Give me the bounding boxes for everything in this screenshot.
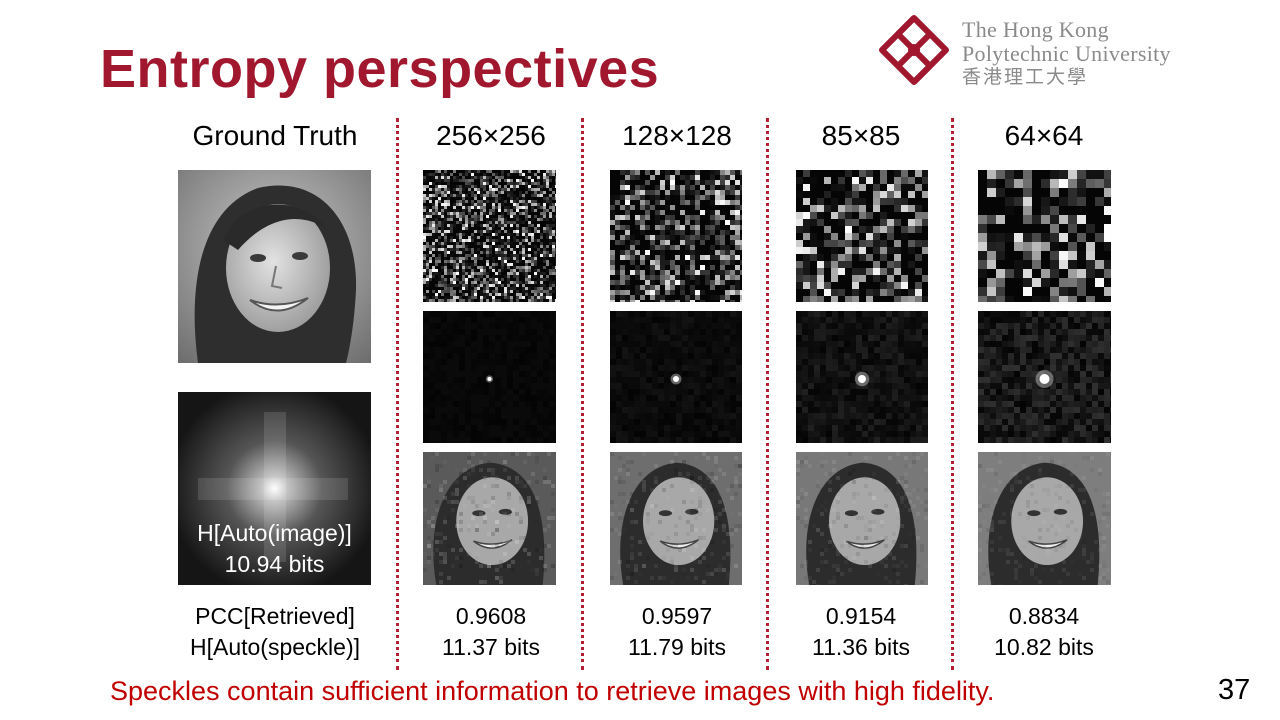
column-header-64: 64×64 (1004, 120, 1084, 151)
auto-image-label: H[Auto(image)] (197, 520, 352, 546)
ground-truth-header: Ground Truth (192, 120, 358, 151)
pcc-value: 0.9154 (825, 603, 897, 629)
column-header-128: 128×128 (622, 120, 732, 151)
retrieved-image-64 (978, 452, 1111, 585)
ground-truth-autocorrelation-image (178, 392, 371, 585)
speckle-pattern-256 (423, 170, 556, 302)
column-header-85: 85×85 (821, 120, 901, 151)
speckle-autocorrelation-128 (610, 311, 742, 443)
university-name-line1: The Hong Kong (962, 17, 1109, 42)
pcc-value: 0.9597 (641, 603, 713, 629)
speckle-autocorrelation-85 (796, 311, 928, 443)
footer-note: Speckles contain sufficient information … (110, 676, 995, 706)
entropy-value: 10.82 bits (994, 634, 1094, 660)
auto-image-caption: H[Auto(image)] 10.94 bits (178, 518, 371, 580)
stats-256: 0.9608 11.37 bits (410, 601, 572, 663)
column-divider (766, 118, 769, 670)
speckle-pattern-64 (978, 170, 1111, 302)
entropy-row-label: H[Auto(speckle)] (189, 634, 360, 660)
pcc-row-label: PCC[Retrieved] (195, 603, 355, 629)
speckle-autocorrelation-256 (423, 311, 556, 443)
retrieved-image-256 (423, 452, 556, 585)
stats-64: 0.8834 10.82 bits (963, 601, 1125, 663)
column-divider (396, 118, 399, 670)
stats-128: 0.9597 11.79 bits (596, 601, 758, 663)
page-number: 37 (1218, 674, 1251, 706)
entropy-value: 11.37 bits (441, 634, 541, 660)
column-divider (951, 118, 954, 670)
pcc-value: 0.8834 (1008, 603, 1080, 629)
auto-image-bits: 10.94 bits (224, 551, 325, 577)
slide-title: Entropy perspectives (100, 39, 660, 99)
retrieved-image-85 (796, 452, 928, 585)
stats-85: 0.9154 11.36 bits (780, 601, 942, 663)
pcc-value: 0.9608 (455, 603, 527, 629)
row-labels: PCC[Retrieved] H[Auto(speckle)] (166, 601, 384, 663)
speckle-pattern-128 (610, 170, 742, 302)
retrieved-image-128 (610, 452, 742, 585)
university-name-line2: Polytechnic University (962, 41, 1171, 66)
speckle-pattern-85 (796, 170, 928, 302)
entropy-value: 11.36 bits (811, 634, 911, 660)
university-name: The Hong Kong Polytechnic University 香港理… (962, 18, 1171, 90)
entropy-value: 11.79 bits (627, 634, 727, 660)
ground-truth-image (178, 170, 371, 363)
university-name-chinese: 香港理工大學 (962, 67, 1089, 88)
column-divider (581, 118, 584, 670)
column-header-256: 256×256 (436, 120, 546, 151)
university-logo-icon (879, 15, 949, 85)
speckle-autocorrelation-64 (978, 311, 1111, 443)
